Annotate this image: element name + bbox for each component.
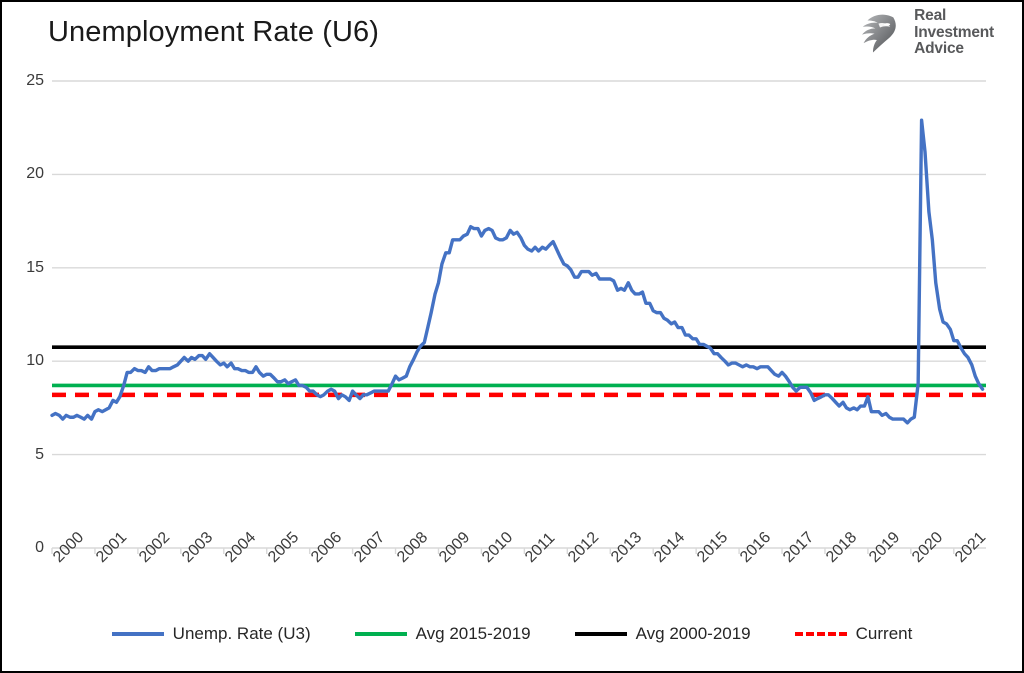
page-title: Unemployment Rate (U6)	[48, 16, 379, 48]
x-tick-label-2014: 2014	[651, 528, 689, 567]
plot-svg	[50, 80, 986, 554]
x-tick-label-2019: 2019	[865, 528, 904, 567]
x-tick-label-2000: 2000	[50, 528, 88, 567]
y-tick-label-20: 20	[26, 165, 44, 183]
y-tick-label-25: 25	[26, 72, 44, 89]
x-tick-label-2006: 2006	[307, 528, 345, 567]
y-tick-label-5: 5	[35, 445, 44, 463]
legend-swatch-icon	[574, 632, 627, 636]
brand-logo: Real Investment Advice	[855, 7, 994, 58]
x-tick-label-2013: 2013	[608, 528, 646, 567]
x-tick-label-2017: 2017	[780, 528, 818, 567]
legend-item-avg-2015-2019[interactable]: Avg 2015-2019	[354, 624, 531, 644]
x-tick-label-2012: 2012	[565, 528, 603, 567]
x-tick-label-2015: 2015	[694, 528, 732, 567]
legend: Unemp. Rate (U3) Avg 2015-2019 Avg 2000-20…	[2, 624, 1022, 644]
x-tick-label-2009: 2009	[436, 528, 474, 567]
legend-item-unemp-rate-u3-[interactable]: Unemp. Rate (U3)	[111, 624, 311, 644]
brand-line-3: Advice	[914, 40, 964, 58]
x-tick-label-2008: 2008	[393, 528, 431, 567]
x-tick-label-2004: 2004	[221, 528, 259, 567]
brand-line-2: Investment	[914, 23, 994, 41]
legend-swatch-icon	[794, 632, 847, 636]
x-tick-label-2018: 2018	[822, 528, 861, 567]
legend-label: Unemp. Rate (U3)	[172, 624, 311, 643]
y-axis: 0 5 10 15 20 25	[2, 2, 44, 671]
x-tick-label-2007: 2007	[350, 528, 388, 567]
x-tick-label-2011: 2011	[522, 529, 559, 567]
y-tick-label-15: 15	[26, 258, 44, 276]
legend-label: Avg 2000-2019	[635, 624, 751, 643]
x-tick-label-2021: 2021	[951, 528, 989, 567]
x-tick-label-2016: 2016	[737, 528, 775, 567]
legend-item-current[interactable]: Current	[794, 624, 913, 644]
x-tick-label-2001: 2001	[92, 528, 131, 567]
legend-swatch-icon	[111, 632, 164, 636]
eagle-head-icon	[862, 14, 896, 53]
x-axis: 2000 2001 2002 2003 2004 2005 2006 2007 2008 2009…	[50, 528, 989, 614]
legend-label: Avg 2015-2019	[415, 624, 531, 643]
y-tick-label-10: 10	[26, 352, 44, 370]
legend-item-avg-2000-2019[interactable]: Avg 2000-2019	[574, 624, 751, 644]
x-tick-label-2002: 2002	[135, 528, 174, 567]
series-line-unemp-rate-u3-	[50, 118, 985, 425]
legend-swatch-icon	[354, 632, 407, 636]
x-tick-label-2020: 2020	[908, 528, 947, 567]
y-tick-label-0: 0	[35, 539, 44, 556]
plot-area	[50, 80, 986, 554]
x-tick-label-2010: 2010	[479, 528, 517, 567]
x-tick-label-2003: 2003	[178, 528, 217, 567]
brand-wordmark: Real Investment Advice	[914, 7, 994, 58]
brand-line-1: Real	[914, 7, 947, 24]
legend-label: Current	[855, 624, 913, 643]
x-tick-label-2005: 2005	[264, 528, 302, 567]
